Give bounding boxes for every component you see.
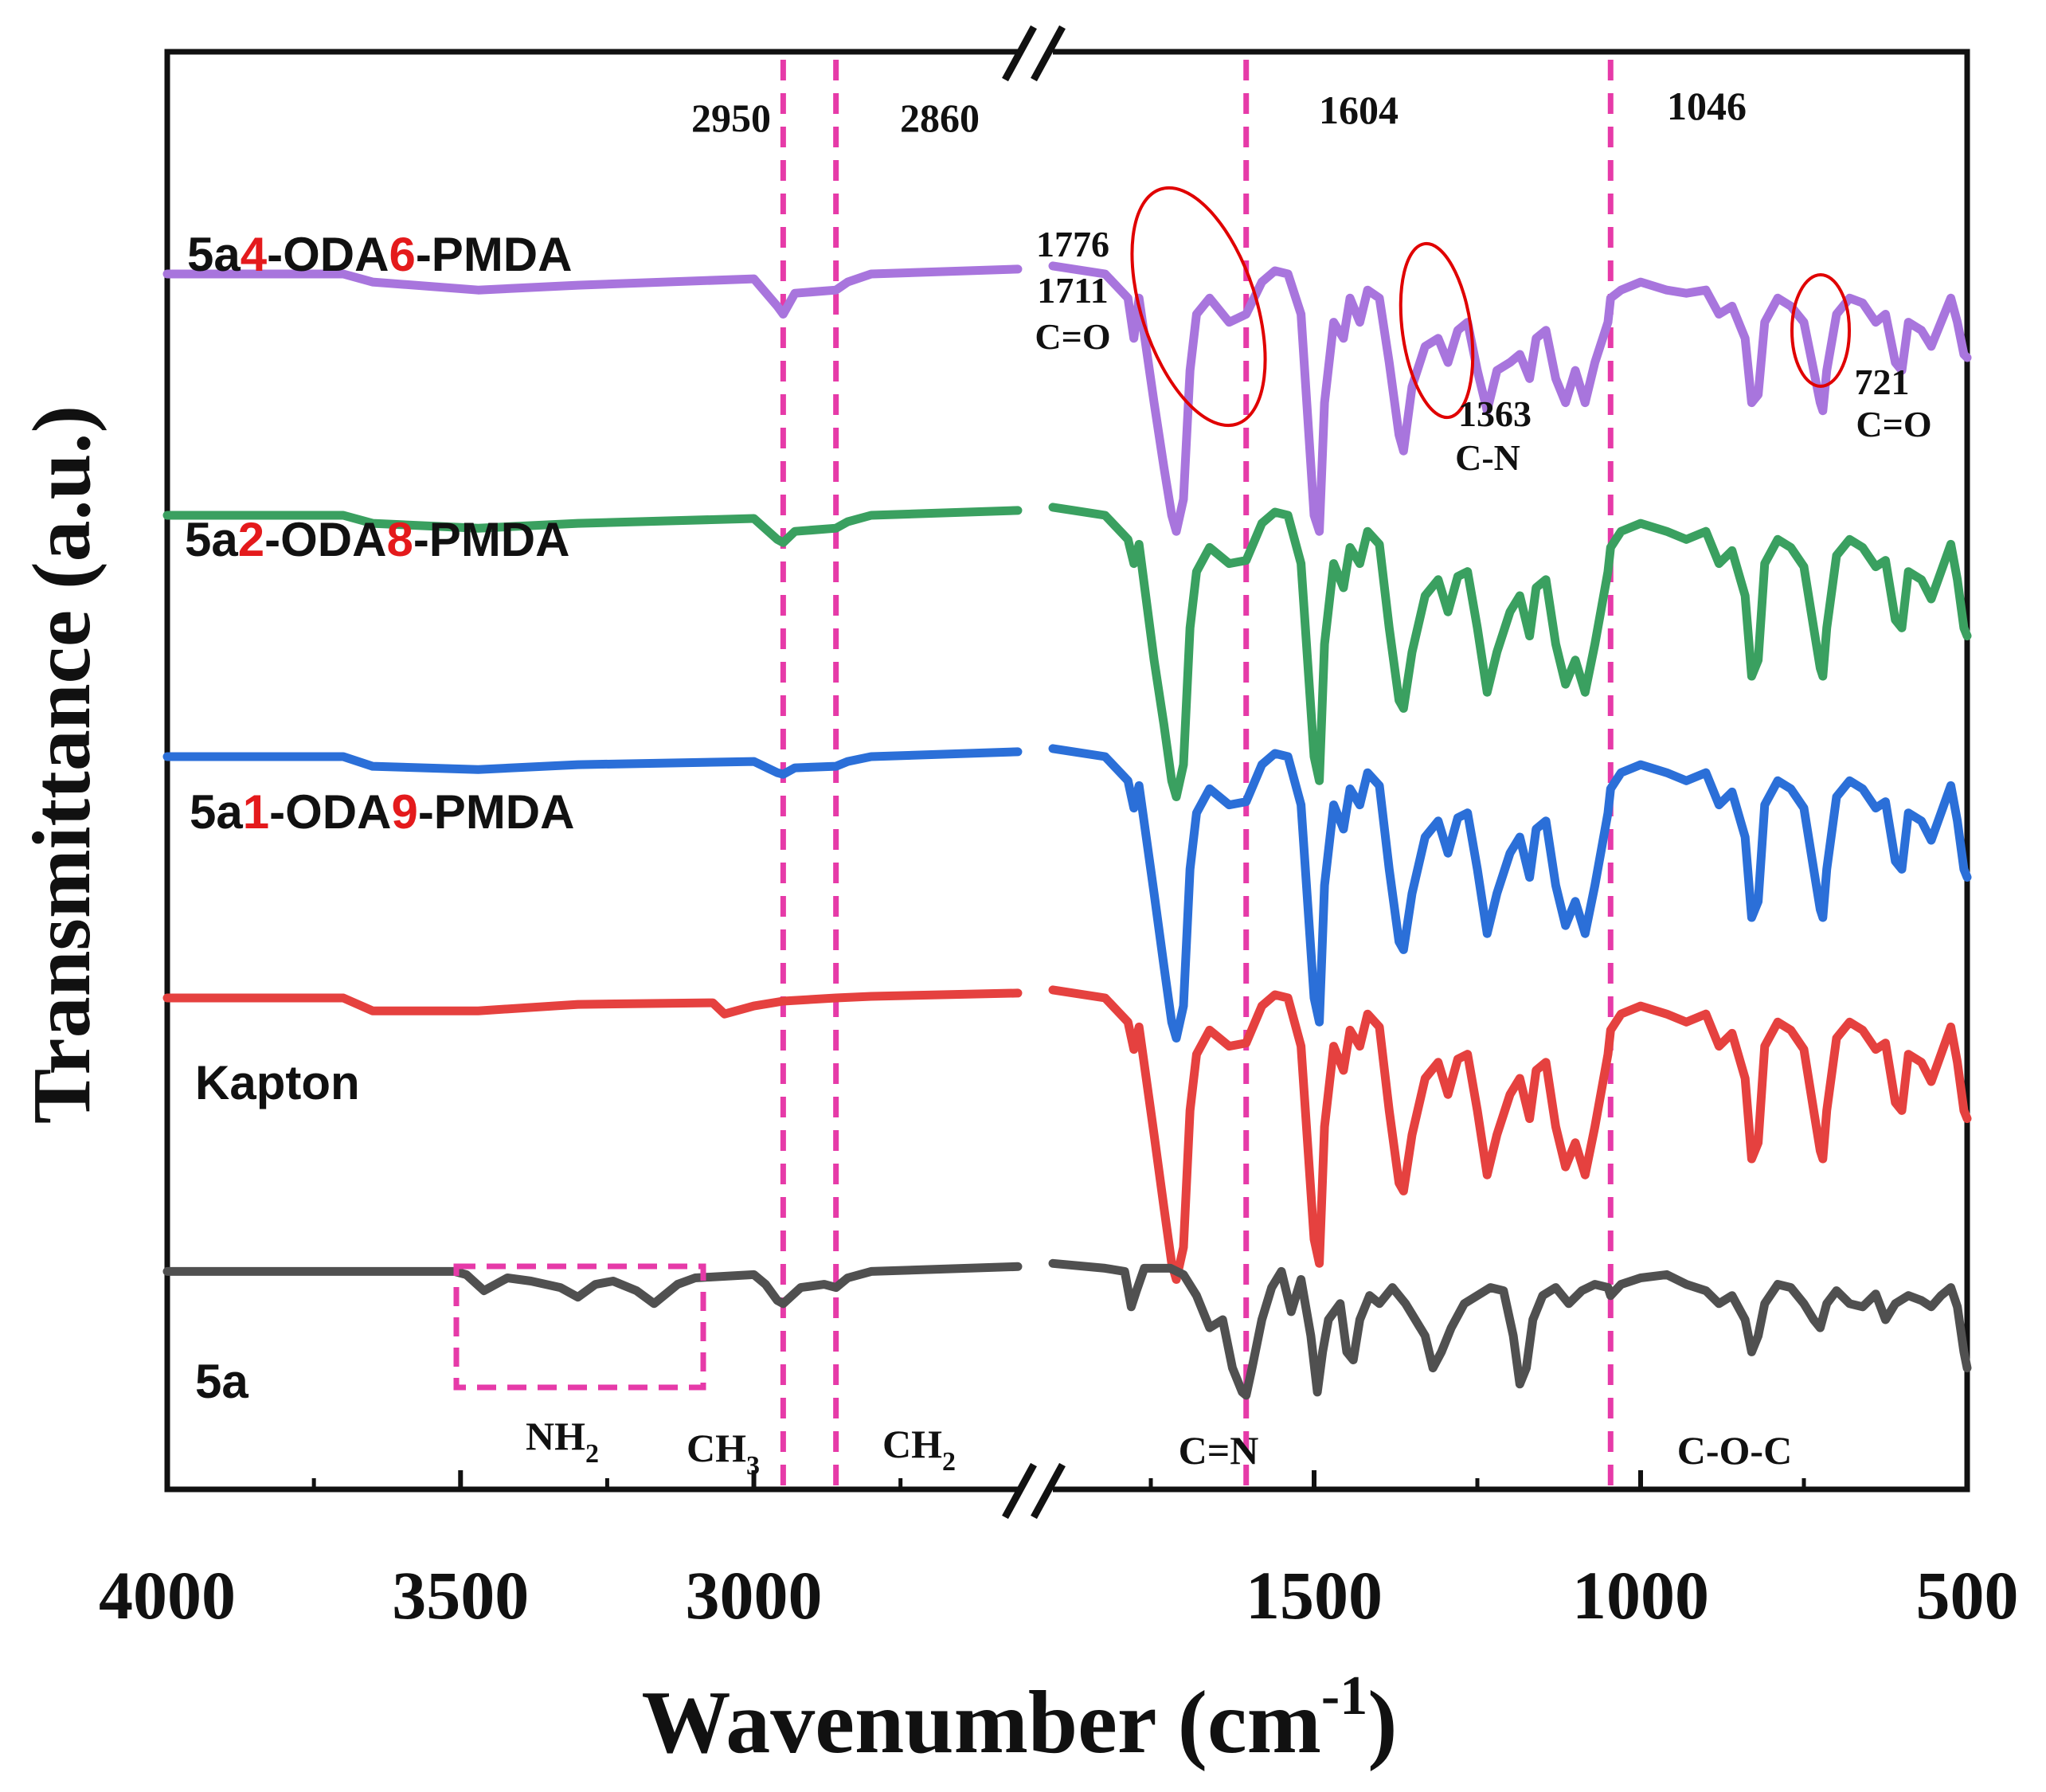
spectrum-5a-left: [162, 1262, 1023, 1309]
spectrum-Kapton-left: [162, 988, 1023, 1019]
annot-coc: C-O-C: [1677, 1428, 1792, 1473]
series-label-5a4-ODA6-PMDA: 5a4-ODA6-PMDA: [187, 228, 572, 281]
series-label-5a1-ODA9-PMDA: 5a1-ODA9-PMDA: [190, 785, 574, 839]
y-axis-title: Transmittance (a.u.): [16, 405, 108, 1124]
spectrum-5a4-ODA6-PMDA-left: [162, 264, 1023, 319]
ref-label-1604: 1604: [1319, 88, 1399, 132]
ref-label-1046: 1046: [1667, 84, 1747, 128]
annot-co-left: C=O: [1035, 316, 1110, 357]
x-ticks: 4000 3500 3000 1500 1000 500: [99, 1470, 2019, 1634]
annot-co-right: C=O: [1856, 404, 1931, 444]
x-tick-label-1000: 1000: [1572, 1557, 1709, 1634]
ref-label-2860: 2860: [900, 96, 980, 140]
annot-1711: 1711: [1037, 270, 1108, 311]
x-tick-label-4000: 4000: [99, 1557, 236, 1634]
annot-nh2: NH2: [526, 1414, 599, 1469]
annot-1363: 1363: [1458, 393, 1532, 434]
series-label-5a2-ODA8-PMDA: 5a2-ODA8-PMDA: [185, 513, 569, 566]
spectrum-5a1-ODA9-PMDA-right: [1048, 744, 1972, 1043]
plot-frame: [164, 49, 1970, 1493]
x-tick-label-3500: 3500: [392, 1557, 529, 1634]
co-circle-left: [1130, 186, 1267, 428]
x-tick-label-1500: 1500: [1246, 1557, 1383, 1634]
series-label-kapton: Kapton: [195, 1056, 360, 1109]
spectrum-5a2-ODA8-PMDA-right: [1048, 503, 1972, 801]
spectrum-5a-right: [1048, 1258, 1972, 1400]
annot-ch2: CH2: [882, 1422, 956, 1477]
annot-721: 721: [1855, 362, 1910, 402]
annot-ch3: CH3: [687, 1426, 760, 1481]
spectra: [162, 261, 1972, 1400]
x-tick-label-3000: 3000: [686, 1557, 823, 1634]
break-bottom-slash-2: [1031, 1462, 1066, 1520]
annot-cn-band: C=N: [1179, 1428, 1259, 1473]
cn-circle: [1399, 241, 1475, 420]
break-bottom-slash-1: [1002, 1462, 1037, 1520]
annot-1776: 1776: [1036, 224, 1109, 264]
spectrum-5a2-ODA8-PMDA-left: [162, 506, 1023, 547]
spectrum-Kapton-right: [1048, 985, 1972, 1284]
x-tick-label-500: 500: [1916, 1557, 2019, 1634]
co-circle-right: [1790, 273, 1851, 388]
nh2-highlight-box: [453, 1263, 706, 1391]
ref-label-2950: 2950: [691, 96, 771, 140]
spectrum-5a4-ODA6-PMDA-right: [1048, 261, 1972, 536]
axis-break: [1002, 25, 1066, 1520]
series-label-5a: 5a: [195, 1355, 248, 1408]
break-top-slash-2: [1031, 25, 1066, 82]
spectrum-5a1-ODA9-PMDA-left: [162, 747, 1023, 779]
break-top-slash-1: [1002, 25, 1037, 82]
x-axis-title: Wavenumber (cm-1): [641, 1665, 1397, 1772]
annot-cn: C-N: [1455, 437, 1520, 478]
